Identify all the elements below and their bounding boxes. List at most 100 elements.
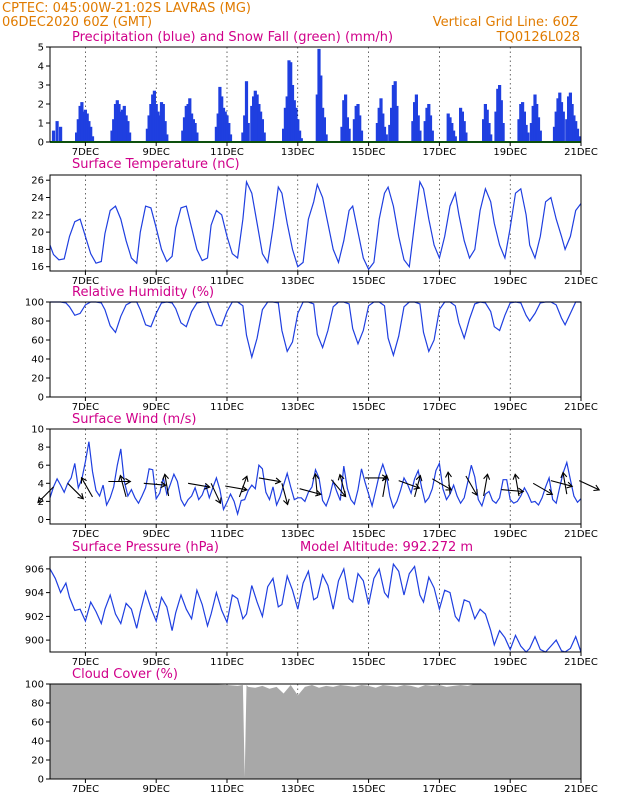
temperature-xtick-label: 15DEC <box>352 276 386 287</box>
precip-bar <box>498 85 502 142</box>
precip-bar <box>246 123 250 142</box>
precip-bar <box>55 121 59 142</box>
precip-ytick-label: 3 <box>38 81 44 92</box>
humidity-ytick-label: 100 <box>25 298 44 309</box>
precip-xtick-label: 19DEC <box>493 147 527 158</box>
precip-bar <box>250 105 254 142</box>
precip-bar <box>188 98 192 142</box>
pressure-ytick-label: 902 <box>25 612 44 623</box>
precip-bar <box>460 111 464 142</box>
precip-bar <box>464 132 468 142</box>
precip-bar <box>298 130 302 142</box>
precip-bar <box>450 123 454 142</box>
precip-bar <box>243 115 247 142</box>
wind-ytick-label: 10 <box>31 425 44 436</box>
precip-bar <box>538 130 542 142</box>
precip-bar <box>567 96 571 142</box>
precip-bar <box>75 132 79 142</box>
precip-bar <box>59 126 63 142</box>
pressure-xtick-label: 11DEC <box>210 657 244 668</box>
precip-bar <box>282 128 286 142</box>
precip-bar <box>76 119 80 142</box>
precip-bar <box>321 107 325 142</box>
temperature-series-line <box>49 179 582 271</box>
cloud-xtick-label: 21DEC <box>564 784 598 795</box>
precip-bar <box>223 111 227 142</box>
precip-bar <box>285 96 289 142</box>
precip-bar <box>558 92 562 142</box>
humidity-xtick-label: 17DEC <box>423 402 457 413</box>
humidity-xtick-label: 19DEC <box>493 402 527 413</box>
precip-bar <box>519 104 523 142</box>
wind-arrow <box>550 480 574 489</box>
precip-bar <box>521 102 525 142</box>
precip-bar <box>117 104 121 142</box>
precip-ytick-label: 1 <box>38 119 44 130</box>
wind-xtick-label: 7DEC <box>72 529 99 540</box>
precip-bar <box>568 92 572 142</box>
precip-bar <box>216 113 220 142</box>
cloud-xtick-label: 7DEC <box>72 784 99 795</box>
wind-xtick-label: 9DEC <box>143 529 170 540</box>
precip-bar <box>191 119 195 142</box>
cloud-frame <box>49 683 582 780</box>
wind-arrow <box>398 480 421 490</box>
wind-arrow <box>108 478 132 485</box>
precip-xtick-label: 21DEC <box>564 147 598 158</box>
precip-panel: Precipitation (blue) and Snow Fall (gree… <box>38 30 598 158</box>
precip-bar <box>257 104 261 142</box>
precip-bar <box>83 109 87 142</box>
precip-bar <box>87 121 91 142</box>
wind-panel: Surface Wind (m/s) 0 2 4 6 8 10 7DEC 9DEC 11DEC 1… <box>31 412 601 540</box>
precip-bar <box>524 124 528 142</box>
precip-bar <box>145 128 149 142</box>
precip-bar <box>112 119 116 142</box>
humidity-panel: Relative Humidity (%) 0 20 40 60 80 100 7DEC 9D… <box>25 285 598 413</box>
precip-bar <box>448 117 452 142</box>
precip-bar <box>395 105 399 142</box>
wind-arrow <box>382 474 390 497</box>
wind-xtick-label: 19DEC <box>493 529 527 540</box>
precip-bar <box>501 123 505 142</box>
precip-bar <box>572 115 576 142</box>
precip-bar <box>182 117 187 142</box>
wind-ytick-label: 2 <box>38 497 44 508</box>
precip-bar <box>570 104 574 142</box>
cloud-xtick-label: 11DEC <box>210 784 244 795</box>
precip-bar <box>218 86 222 142</box>
pressure-ytick-label: 904 <box>25 588 44 599</box>
cloud-cover-area <box>50 684 581 779</box>
precip-bar <box>80 102 84 142</box>
wind-arrow <box>80 476 93 498</box>
precip-bar <box>124 115 128 142</box>
precip-bar <box>533 94 537 142</box>
wind-frame <box>49 428 582 525</box>
precip-bar <box>489 134 493 142</box>
precip-bar <box>317 48 321 142</box>
humidity-frame <box>49 301 582 398</box>
precip-bar <box>411 121 415 142</box>
temperature-frame <box>49 174 582 272</box>
precip-bar <box>283 107 287 142</box>
cloud-xtick-label: 15DEC <box>352 784 386 795</box>
wind-xtick-label: 15DEC <box>352 529 386 540</box>
precip-bar <box>575 128 580 142</box>
precip-bar <box>322 117 326 142</box>
precip-bar <box>483 104 487 142</box>
precip-bar <box>425 107 429 142</box>
precip-ytick-label: 4 <box>38 62 44 73</box>
humidity-ytick-label: 40 <box>31 355 44 366</box>
pressure-xtick-label: 15DEC <box>352 657 386 668</box>
precip-bar <box>241 132 245 142</box>
precip-bar <box>228 134 233 142</box>
precip-bar <box>158 115 162 142</box>
wind-arrow <box>532 482 554 495</box>
header-run-date: 06DEC2020 60Z (GMT) <box>2 15 152 30</box>
precip-ytick-label: 0 <box>38 138 44 149</box>
precip-bar <box>315 94 319 142</box>
wind-arrow <box>118 474 127 498</box>
precip-bar <box>375 123 379 142</box>
wind-arrow <box>225 485 248 493</box>
precip-bar <box>499 100 503 142</box>
